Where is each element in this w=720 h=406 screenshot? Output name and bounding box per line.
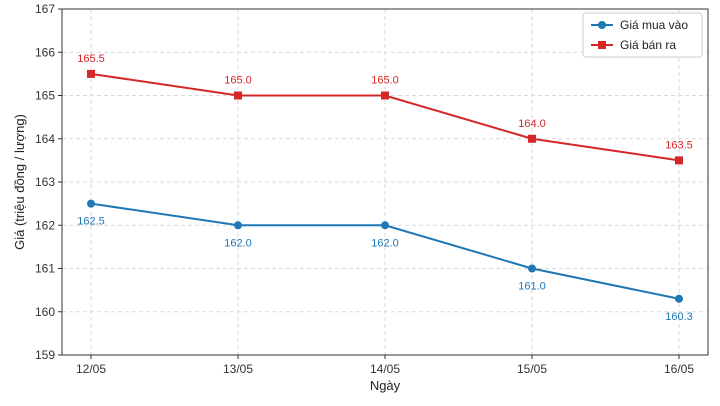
x-tick-label: 15/05: [517, 362, 547, 376]
legend-marker-circle: [598, 21, 606, 29]
y-tick-label: 167: [35, 2, 55, 16]
data-label: 163.5: [665, 139, 693, 151]
data-label: 162.0: [371, 237, 399, 249]
data-point-square: [87, 69, 95, 78]
legend-label: Giá bán ra: [620, 38, 676, 52]
data-label: 162.0: [224, 237, 252, 249]
y-tick-label: 159: [35, 348, 55, 362]
y-tick-label: 161: [35, 262, 55, 276]
data-point-circle: [528, 264, 536, 273]
data-label: 162.5: [77, 216, 105, 228]
y-tick-label: 166: [35, 45, 55, 59]
data-label: 165.5: [77, 53, 105, 65]
series-group: [87, 69, 683, 303]
x-tick-label: 12/05: [76, 362, 106, 376]
data-point-circle: [87, 199, 95, 208]
y-tick-label: 164: [35, 132, 55, 146]
data-label: 164.0: [518, 118, 546, 130]
data-label: 165.0: [371, 75, 399, 87]
grid: [62, 8, 708, 356]
data-label: 161.0: [518, 281, 546, 293]
data-point-square: [234, 91, 242, 100]
legend-label: Giá mua vào: [620, 18, 688, 32]
y-tick-label: 160: [35, 305, 55, 319]
legend: Giá mua vào Giá bán ra: [582, 12, 703, 58]
data-point-square: [528, 134, 536, 143]
data-point-circle: [675, 294, 683, 303]
data-point-square: [675, 156, 683, 165]
legend-marker-square: [598, 41, 606, 49]
data-point-circle: [381, 221, 389, 230]
x-tick-label: 13/05: [223, 362, 253, 376]
data-label: 165.0: [224, 75, 252, 87]
x-axis-label: Ngày: [370, 378, 401, 393]
data-label: 160.3: [665, 311, 693, 323]
data-point-circle: [234, 221, 242, 230]
x-tick-label: 16/05: [664, 362, 694, 376]
y-tick-label: 165: [35, 89, 55, 103]
y-tick-label: 163: [35, 175, 55, 189]
x-axis-ticks: 12/05 13/05 14/05 15/05 16/05: [76, 355, 694, 376]
x-tick-label: 14/05: [370, 362, 400, 376]
y-axis-ticks: 159 160 161 162 163 164 165 166 167: [35, 2, 62, 362]
y-axis-label: Giá (triệu đồng / lượng): [12, 114, 27, 250]
data-labels: 162.5 162.0 162.0 161.0 160.3 165.5 165.0 165.0…: [77, 53, 693, 323]
y-tick-label: 162: [35, 218, 55, 232]
data-point-square: [381, 91, 389, 100]
